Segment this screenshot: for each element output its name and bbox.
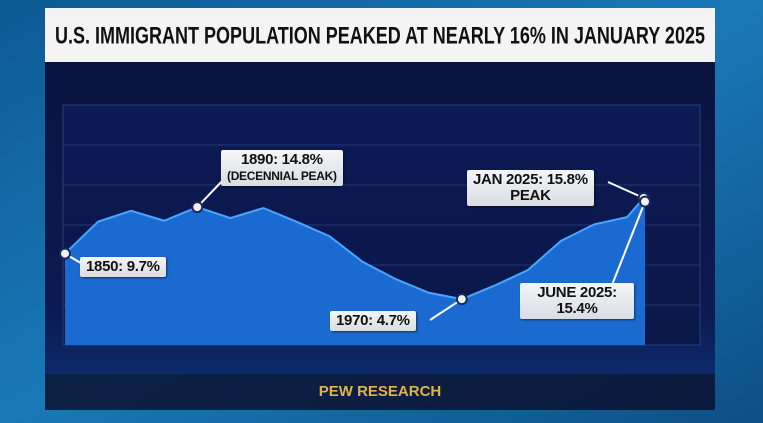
value-label: 1890: 14.8% [240,151,323,168]
annotation: (DECENNIAL PEAK) [227,169,337,183]
point-marker [191,201,204,214]
value-label: JAN 2025: 15.8% [473,171,588,188]
callout: 1970: 4.7% [330,311,416,331]
value-label: 1850: 9.7% [86,258,160,275]
line [64,196,646,301]
pointer [429,298,463,321]
callout: 1850: 9.7% [80,257,166,277]
pointer [196,177,226,208]
area-fill [65,197,645,345]
chart-title: U.S. IMMIGRANT POPULATION PEAKED AT NEAR… [55,22,705,49]
point-marker [639,195,651,208]
source: PEW RESEARCH [319,383,442,400]
value-label: JUNE 2025: 15.4% [537,284,617,317]
callout: JUNE 2025: 15.4% [520,283,634,319]
value-label: 1970: 4.7% [336,312,410,329]
point-marker [455,293,468,306]
callout: 1890: 14.8% (DECENNIAL PEAK) [221,150,343,186]
title-bar [45,8,715,62]
callout: JAN 2025: 15.8% PEAK [467,170,594,206]
point-marker [59,247,71,260]
source-bar [45,374,715,410]
pointer [609,201,646,291]
pointer [607,181,645,199]
annotation: PEAK [510,187,551,204]
